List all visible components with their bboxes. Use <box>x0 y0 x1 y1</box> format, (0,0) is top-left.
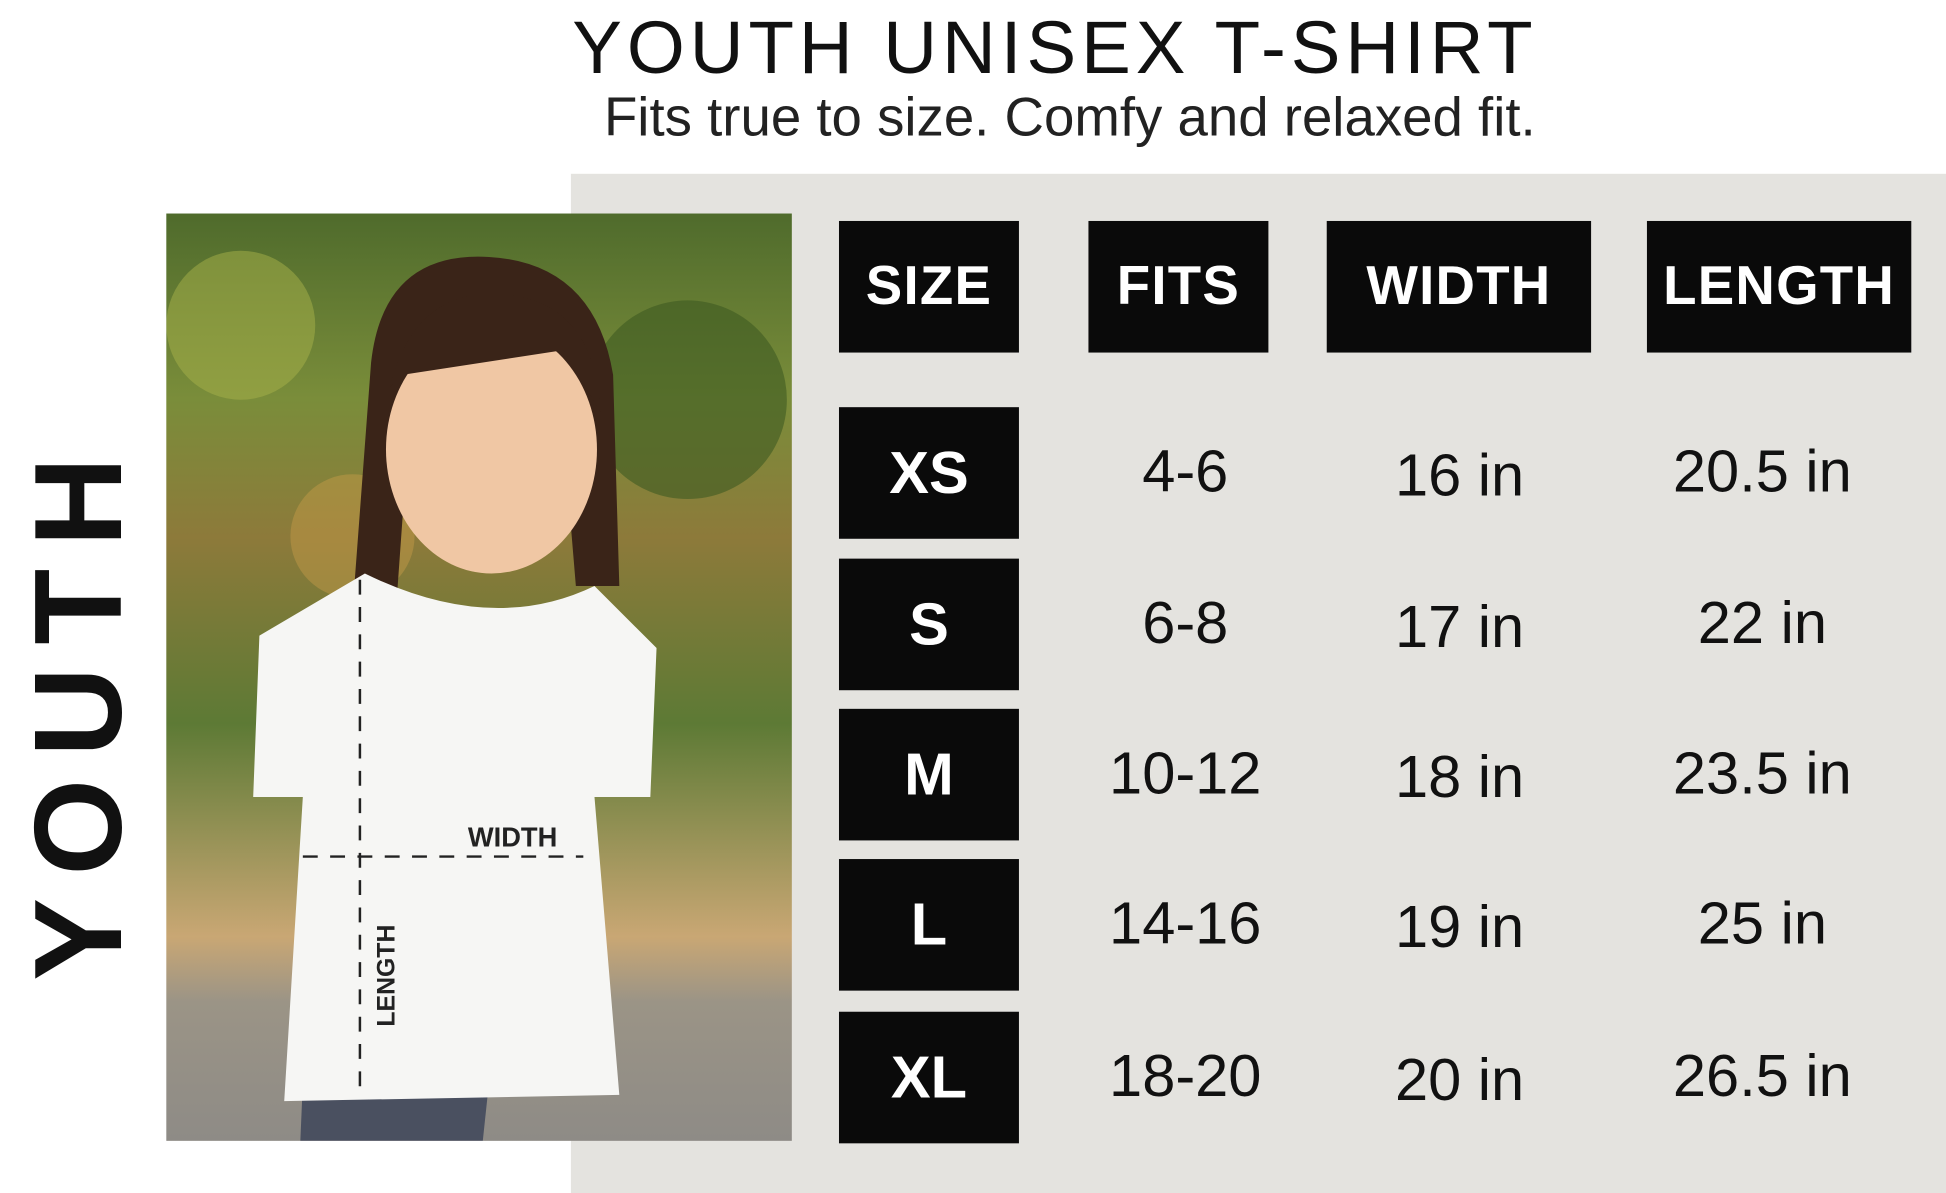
width-cell: 16 in <box>1394 443 1525 509</box>
width-cell: 17 in <box>1394 594 1525 661</box>
size-cell: XL <box>838 1011 1019 1144</box>
page-title: YOUTH UNISEX T-SHIRT <box>572 6 1538 90</box>
fits-cell: 18-20 <box>1109 1044 1262 1110</box>
header-fits: FITS <box>1088 220 1269 353</box>
length-label: LENGTH <box>374 925 401 1027</box>
width-cell: 19 in <box>1394 895 1525 961</box>
length-cell: 20.5 in <box>1672 439 1852 506</box>
size-cell: L <box>838 859 1019 991</box>
length-cell: 25 in <box>1697 891 1827 958</box>
length-cell: 23.5 in <box>1672 741 1852 807</box>
size-cell: S <box>838 558 1019 691</box>
length-cell: 22 in <box>1697 590 1827 657</box>
size-cell: XS <box>838 407 1019 539</box>
width-cell: 20 in <box>1394 1047 1525 1114</box>
fits-cell: 6-8 <box>1142 590 1229 657</box>
length-cell: 26.5 in <box>1672 1044 1852 1110</box>
fits-cell: 4-6 <box>1142 439 1229 506</box>
model-photo: WIDTH LENGTH <box>166 213 792 1141</box>
fits-cell: 14-16 <box>1109 891 1262 958</box>
size-cell: M <box>838 708 1019 841</box>
subtitle: Fits true to size. Comfy and relaxed fit… <box>603 86 1536 148</box>
fits-cell: 10-12 <box>1109 741 1262 807</box>
width-cell: 18 in <box>1394 744 1525 811</box>
width-label: WIDTH <box>468 822 557 853</box>
header-size: SIZE <box>838 220 1019 353</box>
header-width: WIDTH <box>1326 220 1592 353</box>
side-label: YOUTH <box>9 434 149 981</box>
header-length: LENGTH <box>1646 220 1912 353</box>
